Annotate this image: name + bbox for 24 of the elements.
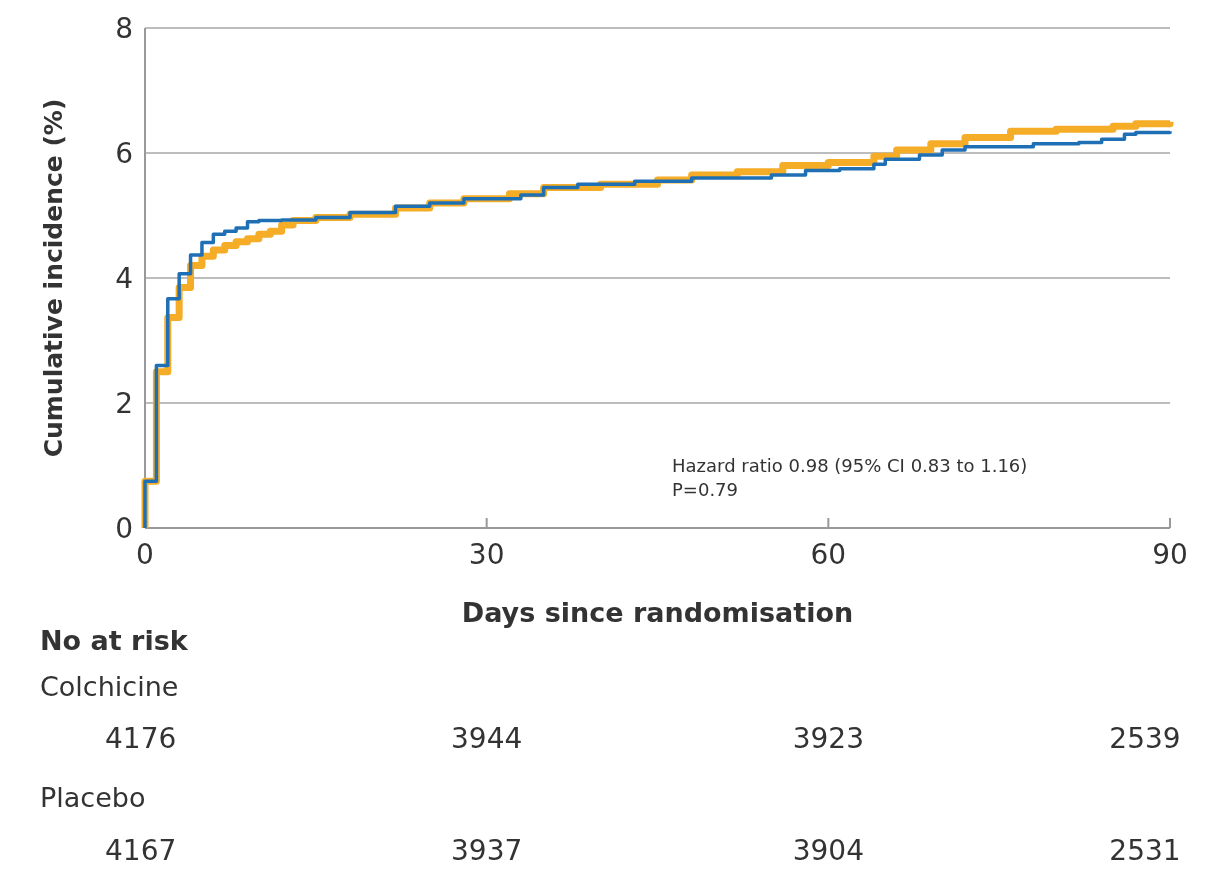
text: 4167 xyxy=(105,834,177,867)
x-tick-label: 0 xyxy=(136,538,154,571)
text: 3944 xyxy=(451,722,523,755)
y-tick-label: 2 xyxy=(115,387,133,420)
text: 4176 xyxy=(105,722,177,755)
y-tick-label: 6 xyxy=(115,137,133,170)
x-tick-label: 60 xyxy=(810,538,847,571)
y-axis-title: Cumulative incidence (%) xyxy=(39,98,68,458)
x-axis-title: Days since randomisation xyxy=(461,597,854,628)
text: No at risk xyxy=(40,625,189,656)
text: 2539 xyxy=(1109,722,1181,755)
text: 3937 xyxy=(451,834,523,867)
text: 3923 xyxy=(792,722,864,755)
text: Colchicine xyxy=(40,671,179,702)
text: Placebo xyxy=(40,782,146,813)
x-tick-label: 90 xyxy=(1152,538,1188,571)
annotation: P=0.79 xyxy=(672,479,739,500)
y-tick-label: 8 xyxy=(115,12,133,45)
annotation: Hazard ratio 0.98 (95% CI 0.83 to 1.16) xyxy=(672,455,1028,476)
y-tick-label: 4 xyxy=(115,262,133,295)
y-tick-label: 0 xyxy=(115,512,133,545)
text: 2531 xyxy=(1109,834,1181,867)
text: 3904 xyxy=(792,834,864,867)
x-tick-label: 30 xyxy=(468,538,505,571)
